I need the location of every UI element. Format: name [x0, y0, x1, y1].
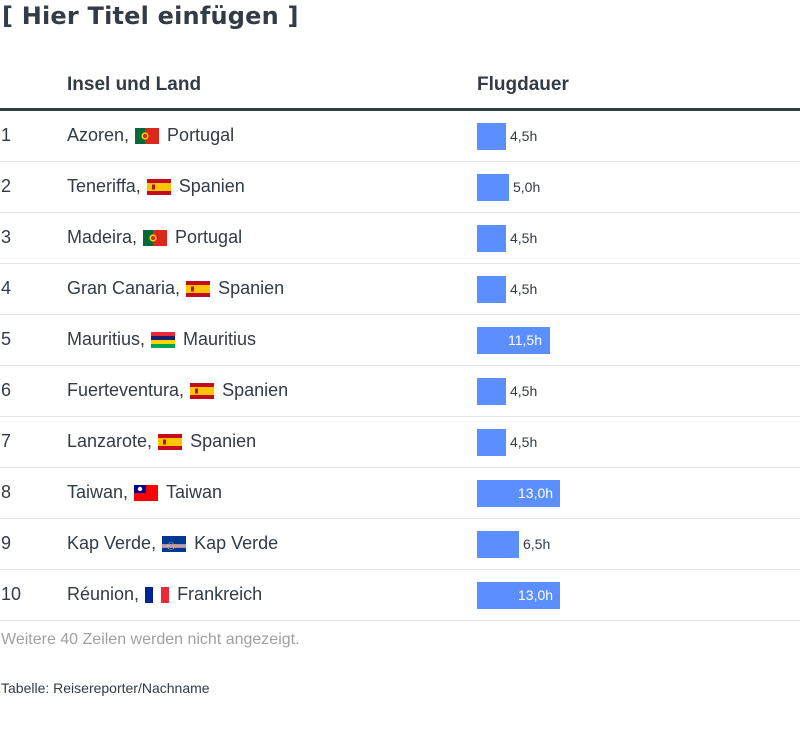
country-name: Portugal: [175, 227, 243, 247]
row-rank: 10: [1, 584, 22, 604]
row-island-country: Madeira, Portugal: [67, 227, 242, 248]
row-island-country: Fuerteventura, Spanien: [67, 380, 288, 401]
table-row[interactable]: 4 Gran Canaria, Spanien 4,5h: [0, 264, 800, 315]
country-name: Spanien: [218, 278, 285, 298]
duration-label: 4,5h: [510, 383, 538, 399]
duration-bar: [477, 480, 560, 507]
row-island-country: Lanzarote, Spanien: [67, 431, 256, 452]
row-rank: 7: [1, 431, 12, 451]
island-name: Madeira,: [67, 227, 138, 247]
table-row[interactable]: 5 Mauritius, Mauritius 11,5h: [0, 315, 800, 366]
row-rank: 4: [1, 278, 12, 298]
row-rank: 5: [1, 329, 12, 349]
duration-label: 13,0h: [518, 485, 554, 501]
country-name: Mauritius: [183, 329, 257, 349]
chart-title: [ Hier Titel einfügen ]: [2, 2, 299, 30]
island-name: Gran Canaria,: [67, 278, 181, 298]
country-name: Kap Verde: [194, 533, 279, 553]
row-island-country: Azoren, Portugal: [67, 125, 234, 146]
table-row[interactable]: 10 Réunion, Frankreich 13,0h: [0, 570, 800, 621]
duration-label: 13,0h: [518, 587, 554, 603]
table-row[interactable]: 1 Azoren, Portugal 4,5h: [0, 111, 800, 162]
island-name: Mauritius,: [67, 329, 146, 349]
row-island-country: Taiwan, Taiwan: [67, 482, 222, 503]
mauritius-flag-icon: [151, 331, 176, 348]
header-divider: [0, 108, 800, 111]
spain-flag-icon: [186, 280, 211, 297]
row-rank: 8: [1, 482, 12, 502]
portugal-flag-icon: [143, 229, 168, 246]
country-name: Spanien: [190, 431, 257, 451]
row-rank: 1: [1, 125, 12, 145]
france-flag-icon: [145, 586, 170, 603]
duration-label: 4,5h: [510, 281, 538, 297]
row-rank: 9: [1, 533, 12, 553]
table-row[interactable]: 9 Kap Verde, Kap Verde 6,5h: [0, 519, 800, 570]
source-note: Tabelle: Reisereporter/Nachname: [1, 680, 210, 696]
more-rows-note: Weitere 40 Zeilen werden nicht angezeigt…: [1, 631, 300, 648]
duration-label: 6,5h: [523, 536, 551, 552]
country-name: Spanien: [178, 176, 245, 196]
duration-bar: [477, 582, 560, 609]
row-island-country: Réunion, Frankreich: [67, 584, 262, 605]
island-name: Azoren,: [67, 125, 130, 145]
duration-label: 4,5h: [510, 434, 538, 450]
portugal-flag-icon: [135, 127, 160, 144]
spain-flag-icon: [158, 433, 183, 450]
row-island-country: Gran Canaria, Spanien: [67, 278, 284, 299]
row-rank: 3: [1, 227, 12, 247]
row-rank: 2: [1, 176, 12, 196]
island-name: Réunion,: [67, 584, 140, 604]
duration-bar: [477, 531, 519, 558]
row-island-country: Kap Verde, Kap Verde: [67, 533, 278, 554]
island-name: Taiwan,: [67, 482, 129, 502]
country-name: Portugal: [167, 125, 235, 145]
duration-bar: [477, 225, 506, 252]
table-row[interactable]: 8 Taiwan, Taiwan 13,0h: [0, 468, 800, 519]
duration-label: 11,5h: [508, 332, 542, 348]
table-row[interactable]: 6 Fuerteventura, Spanien 4,5h: [0, 366, 800, 417]
column-header-flight-duration[interactable]: Flugdauer: [477, 74, 569, 95]
spain-flag-icon: [146, 178, 171, 195]
duration-bar: [477, 429, 506, 456]
table-row[interactable]: 7 Lanzarote, Spanien 4,5h: [0, 417, 800, 468]
row-island-country: Teneriffa, Spanien: [67, 176, 245, 197]
duration-label: 5,0h: [513, 179, 541, 195]
duration-bar: [477, 276, 506, 303]
island-name: Fuerteventura,: [67, 380, 185, 400]
duration-bar: [477, 174, 509, 201]
island-name: Kap Verde,: [67, 533, 157, 553]
country-name: Frankreich: [177, 584, 263, 604]
taiwan-flag-icon: [134, 484, 159, 501]
duration-bar: [477, 327, 550, 354]
duration-bar: [477, 378, 506, 405]
island-name: Teneriffa,: [67, 176, 141, 196]
column-header-island-country[interactable]: Insel und Land: [67, 74, 202, 95]
row-rank: 6: [1, 380, 12, 400]
cape-verde-flag-icon: [162, 535, 187, 552]
table-row[interactable]: 2 Teneriffa, Spanien 5,0h: [0, 162, 800, 213]
table-row[interactable]: 3 Madeira, Portugal 4,5h: [0, 213, 800, 264]
duration-label: 4,5h: [510, 230, 538, 246]
spain-flag-icon: [190, 382, 215, 399]
country-name: Taiwan: [166, 482, 223, 502]
island-name: Lanzarote,: [67, 431, 153, 451]
duration-bar: [477, 123, 506, 150]
duration-label: 4,5h: [510, 128, 538, 144]
country-name: Spanien: [222, 380, 289, 400]
table-body: 1 Azoren, Portugal 4,5h 2 Teneriffa, Spanien 5,…: [0, 111, 800, 621]
row-island-country: Mauritius, Mauritius: [67, 329, 256, 350]
